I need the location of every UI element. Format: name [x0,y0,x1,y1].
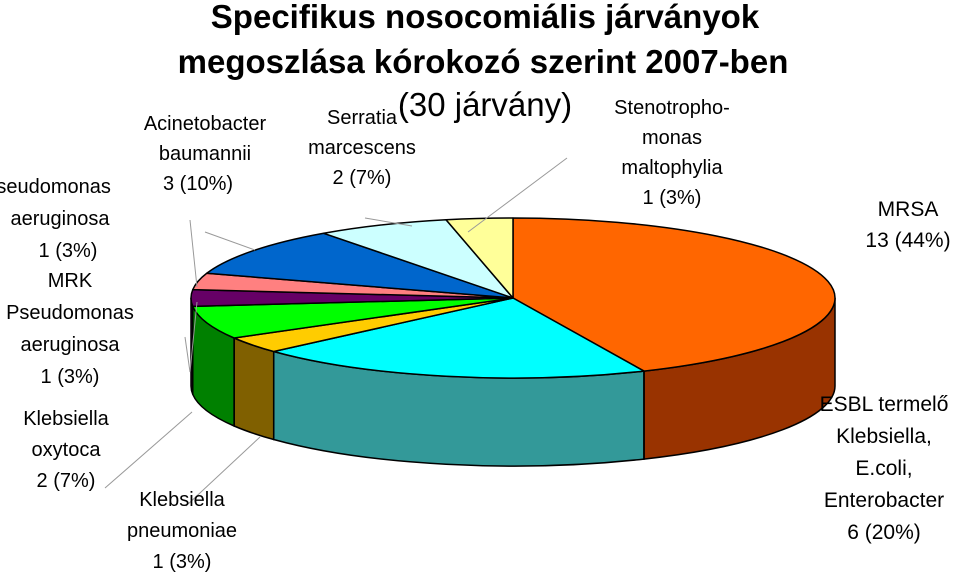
label-serratia-marcescens-value: 2 (7%) [333,167,392,189]
leader-line-stenotropho-monas-maltophylia [467,157,568,233]
slice-klebsiella-oxytoca [192,297,514,339]
label-stenotropho-monas-maltophylia-line-2: monas [642,127,702,149]
label-klebsiella-pneumoniae-line-1: Klebsiella [139,489,225,511]
label-klebsiella-pneumoniae-line-2: pneumoniae [127,520,237,542]
label-pseudomonas-aeruginosa-line-1: Pseudomonas [0,176,111,198]
label-mrk-pseudomonas-aeruginosa-line-2: Pseudomonas [6,302,134,324]
label-stenotropho-monas-maltophylia-line-1: Stenotropho- [614,97,730,119]
label-esbl-termelo-klebsiella-e-coli-enterobacter-line-3: E.coli, [855,457,912,480]
label-esbl-termelo-klebsiella-e-coli-enterobacter-line-2: Klebsiella, [836,425,932,448]
slice-labels: MRSA 13 (44%) ESBL termelő Klebsiella, E.col… [0,97,951,573]
label-klebsiella-pneumoniae-value: 1 (3%) [153,551,212,573]
label-mrsa-value: 13 (44%) [865,229,950,252]
label-klebsiella-oxytoca-line-2: oxytoca [32,439,102,461]
slice-esbl-termelo-klebsiella-e-coli-enterobacter [272,297,645,379]
slice-acinetobacter-baumannii [206,232,514,299]
leader-line-acinetobacter-baumannii [204,231,256,251]
pie-slices [190,217,836,379]
label-esbl-termelo-klebsiella-e-coli-enterobacter-line-4: Enterobacter [824,489,944,512]
leader-lines [104,157,568,507]
slice-mrsa [512,217,836,372]
label-acinetobacter-baumannii-value: 3 (10%) [163,173,233,195]
slice-serratia-marcescens [322,218,514,299]
label-mrsa-line-1: MRSA [878,198,939,221]
leader-line-klebsiella-pneumoniae [185,436,261,507]
label-acinetobacter-baumannii-line-2: baumannii [159,143,251,165]
leader-line-mrk-pseudomonas-aeruginosa [184,301,198,373]
label-mrk-pseudomonas-aeruginosa-line-3: aeruginosa [21,334,121,356]
chart-title-line-2: megoszlása kórokozó szerint 2007-ben [178,43,789,80]
slice-stenotropho-monas-maltophylia [445,217,514,299]
label-serratia-marcescens-line-2: marcescens [308,137,416,159]
label-klebsiella-oxytoca-value: 2 (7%) [37,470,96,492]
slice-side-klebsiella-pneumoniae [233,336,275,441]
label-pseudomonas-aeruginosa-line-2: aeruginosa [11,208,111,230]
label-esbl-termelo-klebsiella-e-coli-enterobacter-line-1: ESBL termelő [820,393,949,416]
label-acinetobacter-baumannii-line-1: Acinetobacter [144,113,267,135]
label-mrk-pseudomonas-aeruginosa-value: 1 (3%) [41,366,100,388]
label-mrk-pseudomonas-aeruginosa-line-1: MRK [48,270,93,292]
label-stenotropho-monas-maltophylia-line-3: maltophylia [621,157,723,179]
leader-line-serratia-marcescens [364,217,413,227]
label-serratia-marcescens-line-1: Serratia [327,107,398,129]
chart-title-line-1: Specifikus nosocomiális járványok [211,0,760,35]
chart-title-line-3: (30 járvány) [398,86,572,123]
label-pseudomonas-aeruginosa-value: 1 (3%) [39,240,98,262]
leader-line-klebsiella-oxytoca [104,411,193,489]
label-klebsiella-oxytoca-line-1: Klebsiella [23,408,109,430]
leader-line-pseudomonas-aeruginosa [189,219,198,288]
label-stenotropho-monas-maltophylia-value: 1 (3%) [643,187,702,209]
label-esbl-termelo-klebsiella-e-coli-enterobacter-value: 6 (20%) [847,521,921,544]
